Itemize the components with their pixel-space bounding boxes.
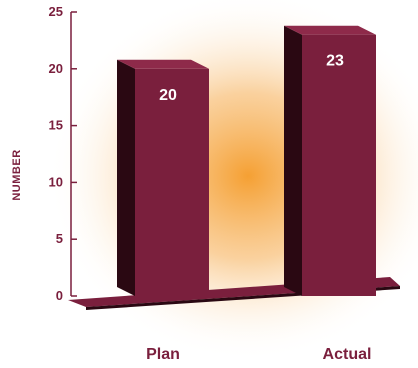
y-tick-label: 0 bbox=[56, 288, 63, 303]
bar-front-face bbox=[135, 68, 209, 296]
bar-side-face bbox=[284, 25, 302, 296]
y-axis-title: NUMBER bbox=[11, 149, 23, 200]
bar-data-label: 20 bbox=[159, 87, 177, 104]
bar-top-face bbox=[117, 59, 209, 69]
y-tick-label: 5 bbox=[56, 231, 63, 246]
bar-data-label: 23 bbox=[326, 53, 344, 70]
bar-front-face bbox=[302, 34, 376, 296]
bar-top-face bbox=[284, 25, 376, 35]
y-tick-label: 15 bbox=[49, 118, 63, 133]
bar-actual: 23 bbox=[284, 25, 376, 296]
bar-side-face bbox=[117, 59, 135, 296]
y-tick-label: 10 bbox=[49, 174, 63, 189]
x-category-label: Actual bbox=[323, 346, 372, 363]
x-category-label: Plan bbox=[146, 346, 180, 363]
y-tick-label: 20 bbox=[49, 61, 63, 76]
bar-plan: 20 bbox=[117, 59, 209, 296]
y-tick-label: 25 bbox=[49, 4, 63, 19]
